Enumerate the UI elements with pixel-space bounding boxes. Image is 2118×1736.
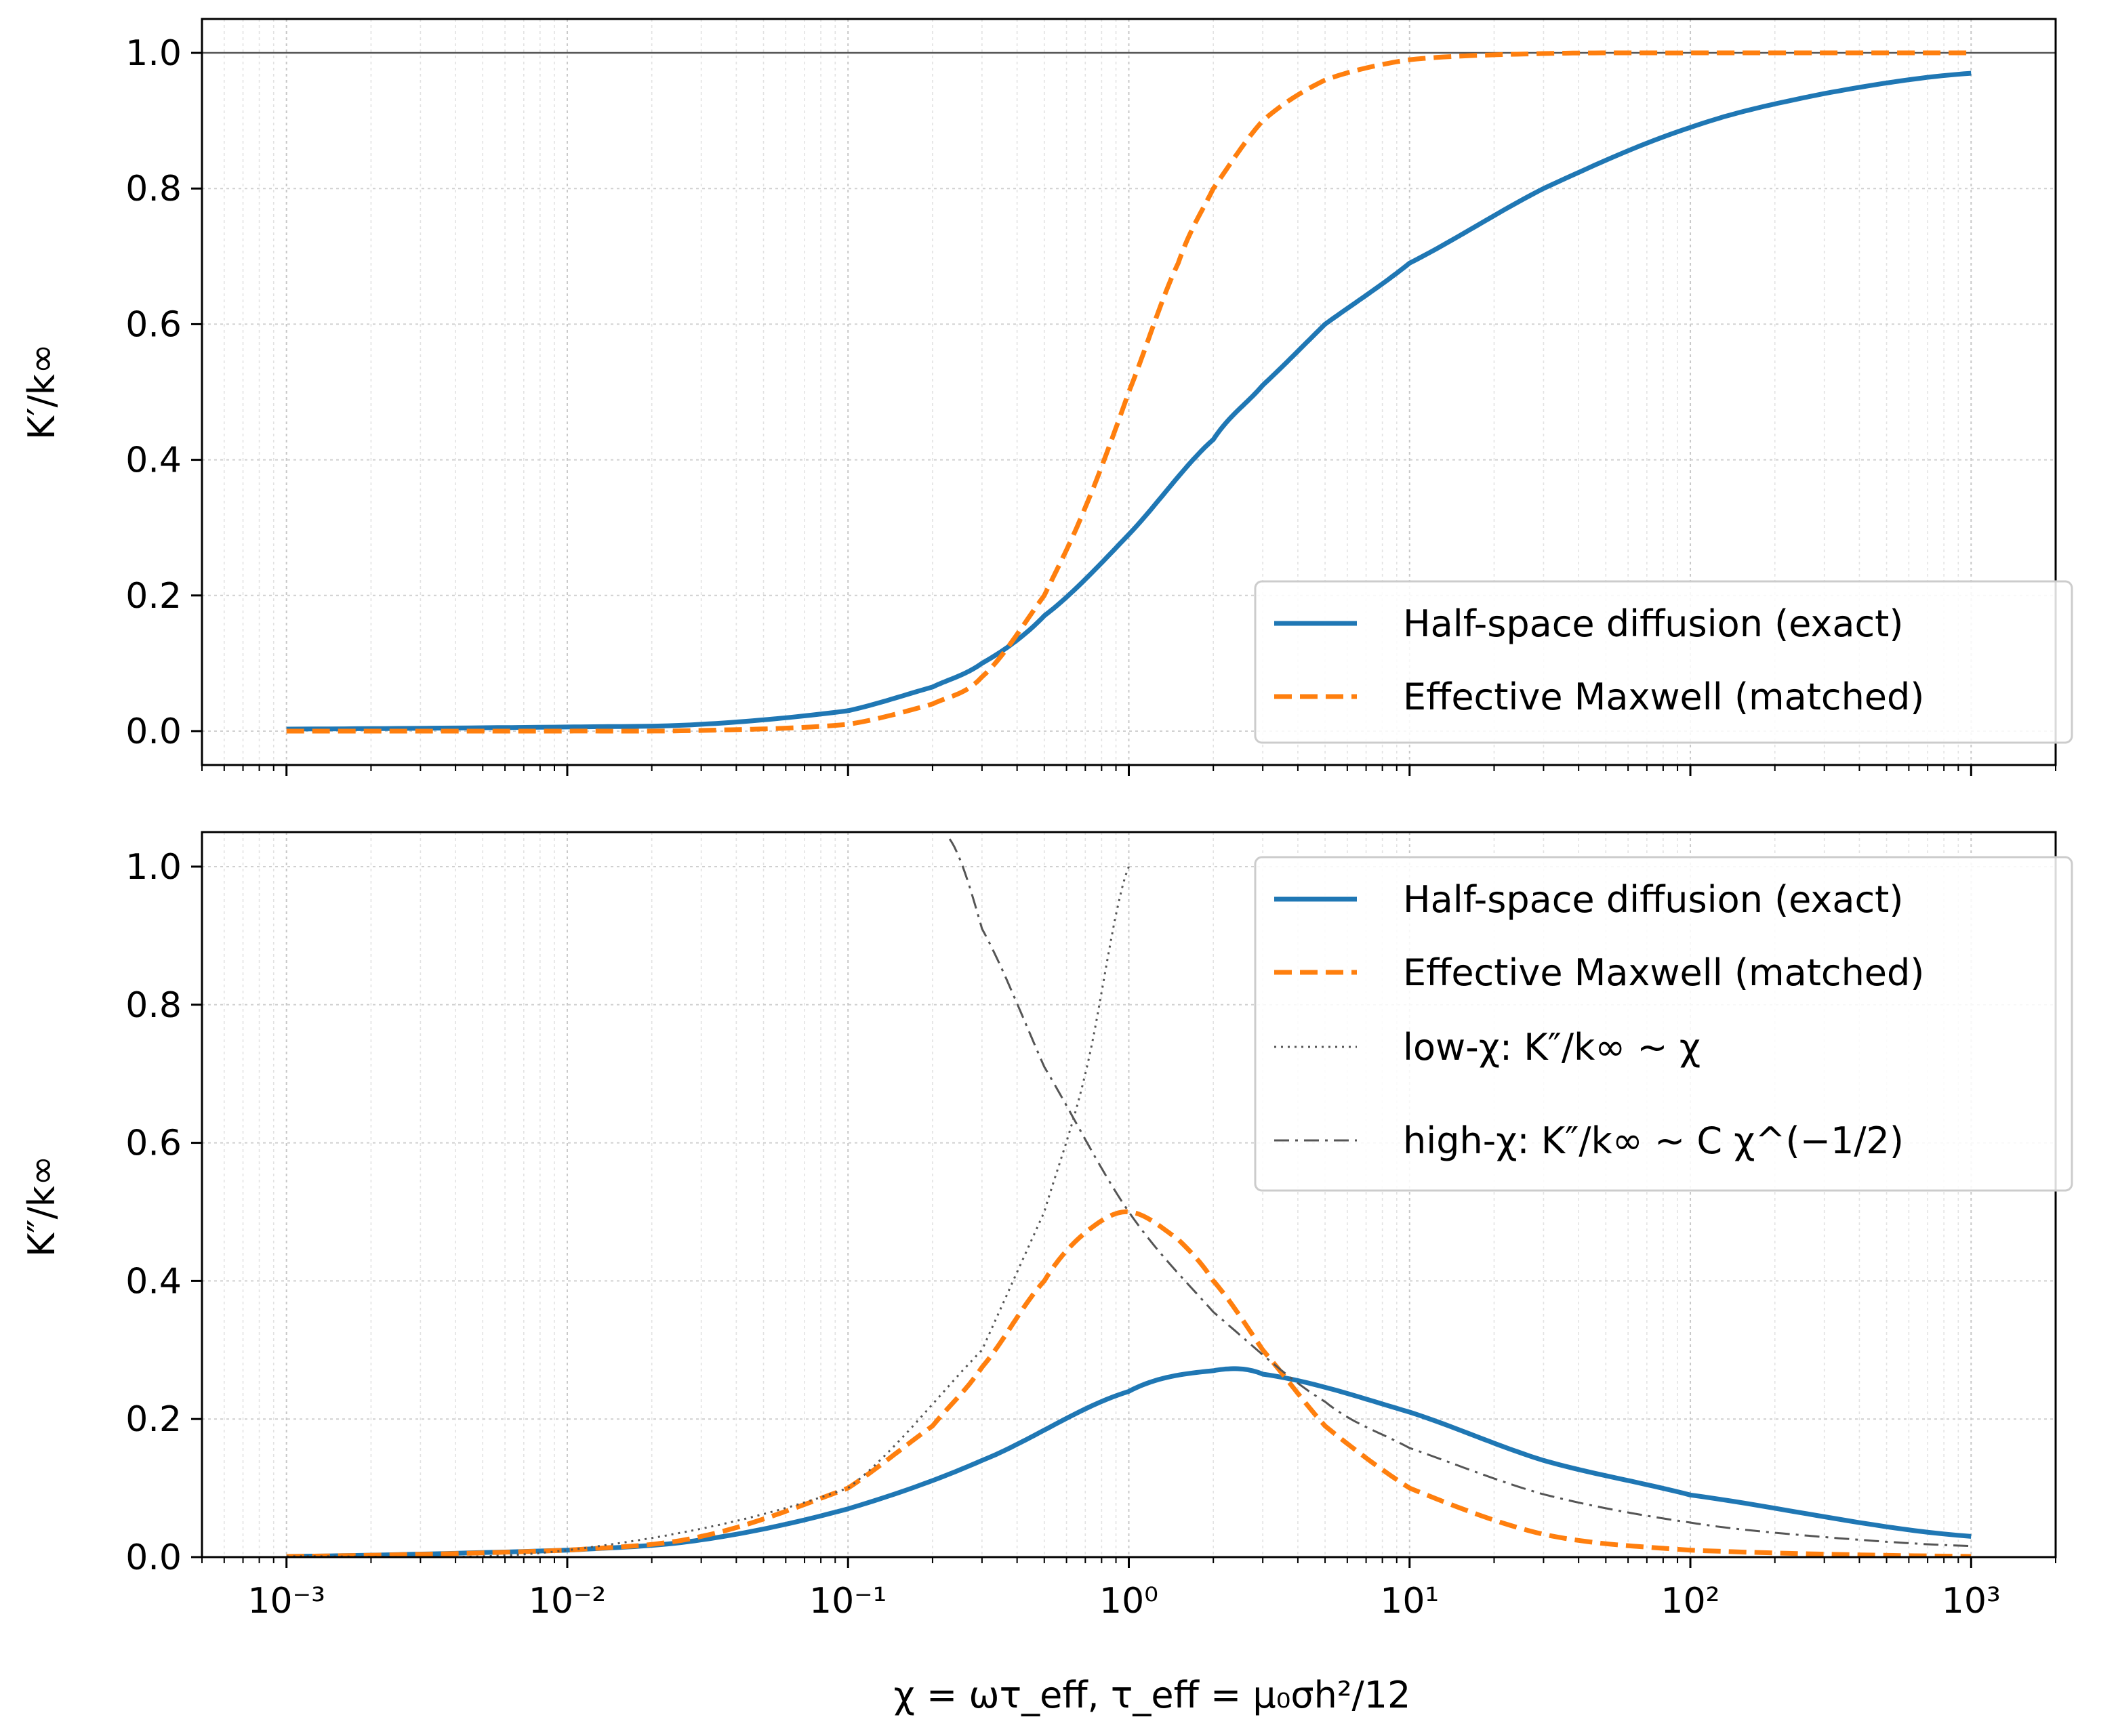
x-axis-label: χ = ωτ_eff, τ_eff = μ₀σh²/12 xyxy=(894,1674,1411,1716)
series-line xyxy=(286,1209,1972,1557)
y-tick-label: 0.2 xyxy=(125,1399,182,1440)
y-tick-label: 0.6 xyxy=(125,304,182,345)
y-tick-label: 0.2 xyxy=(125,576,182,617)
y-tick-label: 0.4 xyxy=(125,1261,182,1302)
y-tick-label: 1.0 xyxy=(125,33,182,74)
legend-entry: Half-space diffusion (exact) xyxy=(1403,878,1903,921)
y-tick-label: 0.6 xyxy=(125,1123,182,1164)
legend-entry: low-χ: K″/k∞ ~ χ xyxy=(1403,1026,1700,1069)
x-tick-label: 10³ xyxy=(1942,1581,2001,1621)
y-tick-label: 0.4 xyxy=(125,440,182,481)
y-tick-label: 0.0 xyxy=(125,1537,182,1578)
y-tick-label: 0.8 xyxy=(125,985,182,1026)
bottom-y-axis-label: K″/k∞ xyxy=(20,1155,63,1257)
top-y-axis-label: K′/k∞ xyxy=(20,344,63,440)
y-tick-label: 0.0 xyxy=(125,711,182,752)
legend-entry: Half-space diffusion (exact) xyxy=(1403,602,1903,645)
top-panel: 0.0 0.2 0.4 0.6 0.8 1.0 K′/k∞ Half-space diff… xyxy=(20,18,2073,776)
y-tick-label: 1.0 xyxy=(125,847,182,888)
bottom-panel: 0.0 0.2 0.4 0.6 0.8 1.0 10⁻³ 10⁻² 10⁻¹ 10⁰ 10¹ 10² 1… xyxy=(20,831,2073,1716)
series-line xyxy=(286,70,1972,732)
x-tick-label: 10¹ xyxy=(1380,1581,1439,1621)
legend-box xyxy=(1254,856,2073,1192)
legend-entry: Effective Maxwell (matched) xyxy=(1403,951,1924,994)
x-tick-label: 10² xyxy=(1661,1581,1720,1621)
series-line xyxy=(286,866,1130,1557)
y-tick-label: 0.8 xyxy=(125,169,182,209)
x-tick-label: 10⁰ xyxy=(1099,1581,1158,1621)
legend-entry: Effective Maxwell (matched) xyxy=(1403,676,1924,718)
legend-entry: high-χ: K″/k∞ ~ C χ^(−1/2) xyxy=(1403,1119,1904,1162)
legend-box xyxy=(1254,580,2073,744)
x-tick-label: 10⁻¹ xyxy=(809,1581,887,1621)
series-line xyxy=(948,838,1972,1548)
x-tick-label: 10⁻³ xyxy=(247,1581,325,1621)
x-tick-label: 10⁻² xyxy=(529,1581,606,1621)
